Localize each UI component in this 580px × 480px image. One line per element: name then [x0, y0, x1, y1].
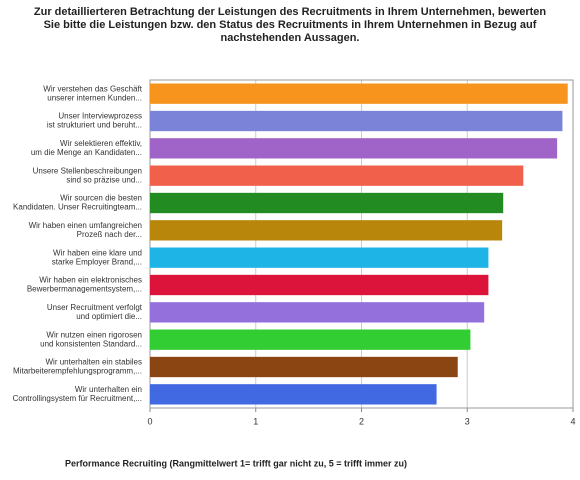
chart-title: nachstehenden Aussagen.: [221, 32, 360, 44]
y-tick-label: sind so präzise und...: [66, 175, 142, 184]
y-tick-label: Mitarbeiterempfehlungsprogramm,...: [13, 367, 142, 376]
bar: [150, 165, 524, 186]
x-tick-label: 2: [359, 416, 364, 426]
y-tick-label: Wir sourcen die besten: [60, 194, 142, 203]
y-tick-label: Wir verstehen das Geschäft: [43, 84, 142, 93]
bar: [150, 220, 503, 241]
x-tick-label: 4: [570, 416, 575, 426]
chart-title: Zur detaillierteren Betrachtung der Leis…: [34, 6, 546, 18]
bar: [150, 192, 504, 214]
y-tick-label: Unser Interviewprozess: [58, 112, 142, 121]
y-tick-label: ist strukturiert und beruht...: [47, 121, 142, 130]
y-tick-label: Controllingsystem für Recruitment,...: [13, 394, 142, 403]
bar: [150, 274, 489, 296]
y-tick-label: Wir haben ein elektronisches: [39, 276, 142, 285]
y-tick-label: Unser Recruitment verfolgt: [47, 303, 143, 312]
chart-title: Sie bitte die Leistungen bzw. den Status…: [44, 19, 537, 31]
y-tick-label: Wir unterhalten ein: [75, 385, 142, 394]
bar: [150, 384, 437, 405]
bar: [150, 83, 568, 104]
y-tick-label: Wir haben eine klare und: [53, 248, 142, 257]
y-tick-label: Wir selektieren effektiv,: [60, 139, 142, 148]
bar: [150, 302, 485, 323]
bar: [150, 356, 458, 378]
y-tick-label: Prozeß nach der...: [77, 230, 142, 239]
y-tick-label: Kandidaten. Unser Recruitingteam...: [13, 203, 142, 212]
y-tick-label: und optimiert die...: [76, 312, 142, 321]
y-tick-label: Wir haben einen umfangreichen: [29, 221, 142, 230]
y-tick-label: starke Employer Brand,...: [52, 257, 142, 266]
y-tick-label: Wir nutzen einen rigorosen: [46, 330, 142, 339]
y-tick-label: und konsistenten Standard...: [40, 339, 142, 348]
bar: [150, 110, 563, 132]
x-tick-label: 0: [147, 416, 152, 426]
x-tick-label: 1: [253, 416, 258, 426]
y-tick-label: unserer internen Kunden...: [47, 93, 142, 102]
bar: [150, 247, 489, 268]
y-tick-label: Bewerbermanagementsystem,...: [27, 285, 142, 294]
y-tick-label: um die Menge an Kandidaten...: [31, 148, 142, 157]
y-tick-label: Unsere Stellenbeschreibungen: [33, 166, 142, 175]
bar: [150, 138, 558, 159]
plot-frame: [149, 79, 574, 409]
bar: [150, 329, 471, 350]
y-tick-label: Wir unterhalten ein stabiles: [46, 358, 143, 367]
x-tick-label: 3: [465, 416, 470, 426]
x-axis-label: Performance Recruiting (Rangmittelwert 1…: [65, 458, 407, 468]
